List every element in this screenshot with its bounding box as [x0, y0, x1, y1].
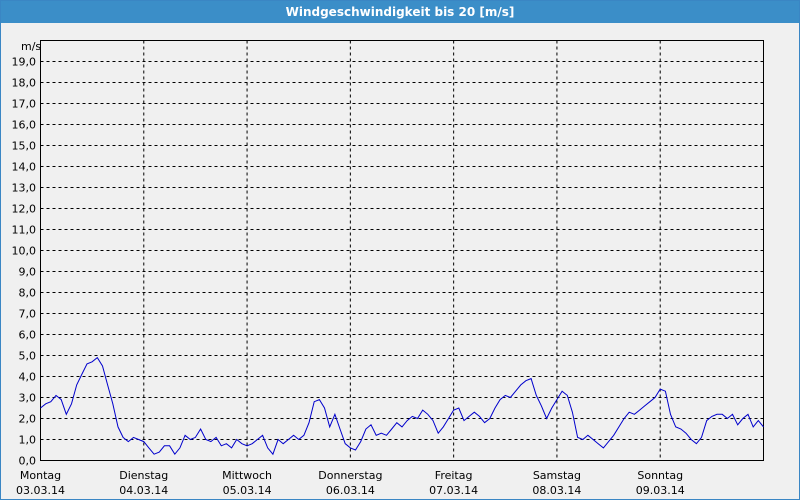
y-tick-label: 12,0 [12, 203, 37, 216]
y-axis-unit-label: m/s [21, 40, 41, 53]
x-tick-date: 05.03.14 [223, 484, 272, 497]
plot-area-border [40, 40, 764, 461]
y-tick-label: 6,0 [19, 329, 37, 342]
wind-speed-line [40, 356, 764, 456]
x-tick-day: Mittwoch [222, 469, 272, 482]
y-tick-label: 16,0 [12, 119, 37, 132]
y-tick-label: 1,0 [19, 434, 37, 447]
y-tick-label: 15,0 [12, 140, 37, 153]
x-tick-date: 04.03.14 [119, 484, 168, 497]
y-tick-label: 18,0 [12, 77, 37, 90]
x-tick-day: Montag [20, 469, 61, 482]
x-tick-date: 06.03.14 [326, 484, 375, 497]
y-tick-label: 14,0 [12, 161, 37, 174]
y-tick-label: 9,0 [19, 266, 37, 279]
y-tick-label: 10,0 [12, 245, 37, 258]
x-tick-day: Samstag [533, 469, 581, 482]
y-tick-label: 0,0 [19, 455, 37, 468]
x-tick-date: 07.03.14 [429, 484, 478, 497]
y-tick-label: 13,0 [12, 182, 37, 195]
y-tick-label: 5,0 [19, 350, 37, 363]
x-tick-date: 03.03.14 [16, 484, 65, 497]
y-tick-label: 2,0 [19, 413, 37, 426]
y-tick-label: 8,0 [19, 287, 37, 300]
y-tick-label: 11,0 [12, 224, 37, 237]
y-tick-labels: 0,0 1,0 2,0 3,0 4,0 5,0 6,0 7,0 8,0 9,0 10,0 11,0 12… [12, 56, 37, 468]
x-tick-labels: Montag 03.03.14 Dienstag 04.03.14 Mittwoch 05… [16, 469, 685, 497]
chart-title: Windgeschwindigkeit bis 20 [m/s] [1, 1, 799, 23]
x-tick-date: 08.03.14 [532, 484, 581, 497]
y-tick-label: 17,0 [12, 98, 37, 111]
x-tick-day: Sonntag [637, 469, 683, 482]
x-tick-day: Donnerstag [318, 469, 382, 482]
x-tick-day: Dienstag [119, 469, 168, 482]
y-tick-label: 7,0 [19, 308, 37, 321]
x-tick-day: Freitag [435, 469, 473, 482]
y-tick-label: 3,0 [19, 392, 37, 405]
y-tick-label: 4,0 [19, 371, 37, 384]
y-tick-label: 19,0 [12, 56, 37, 69]
grid-lines [40, 40, 764, 461]
x-tick-date: 09.03.14 [636, 484, 685, 497]
